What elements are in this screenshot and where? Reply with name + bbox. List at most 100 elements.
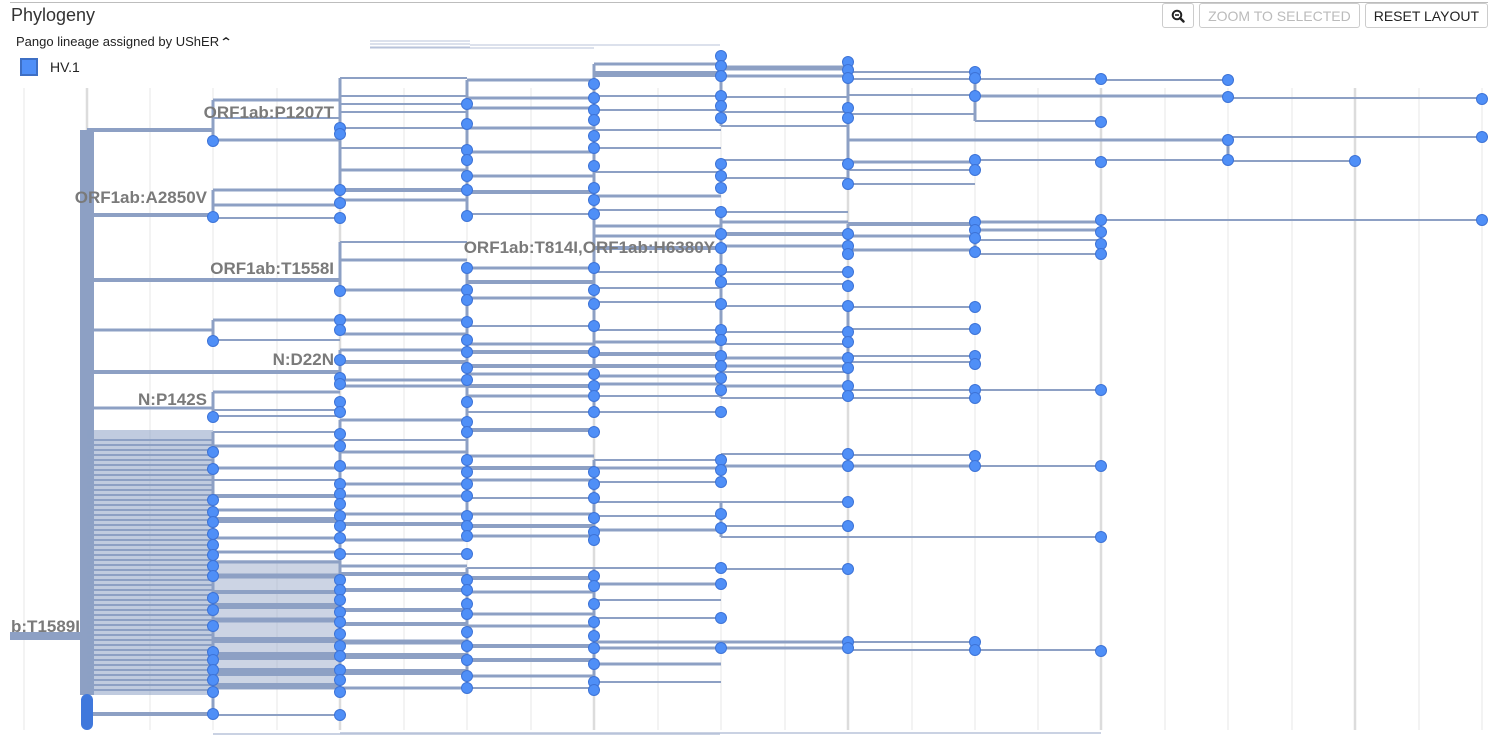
tree-node[interactable] — [334, 324, 346, 336]
tree-node[interactable] — [334, 709, 346, 721]
tree-node[interactable] — [842, 112, 854, 124]
tree-node[interactable] — [715, 612, 727, 624]
tree-node[interactable] — [461, 598, 473, 610]
tree-node[interactable] — [461, 520, 473, 532]
tree-node[interactable] — [969, 154, 981, 166]
tree-node[interactable] — [842, 563, 854, 575]
tree-node[interactable] — [207, 335, 219, 347]
tree-node[interactable] — [715, 334, 727, 346]
tree-node[interactable] — [207, 549, 219, 561]
tree-node[interactable] — [334, 616, 346, 628]
tree-node[interactable] — [842, 102, 854, 114]
tree-node[interactable] — [842, 352, 854, 364]
tree-node[interactable] — [715, 562, 727, 574]
tree-node[interactable] — [715, 324, 727, 336]
tree-node[interactable] — [334, 488, 346, 500]
tree-node[interactable] — [207, 708, 219, 720]
tree-node[interactable] — [334, 478, 346, 490]
tree-node[interactable] — [588, 194, 600, 206]
tree-node[interactable] — [334, 378, 346, 390]
tree-node[interactable] — [334, 650, 346, 662]
tree-nodes[interactable] — [81, 50, 1488, 731]
tree-node[interactable] — [842, 448, 854, 460]
tree-node[interactable] — [588, 598, 600, 610]
tree-node[interactable] — [842, 300, 854, 312]
tree-node[interactable] — [588, 298, 600, 310]
tree-node[interactable] — [461, 466, 473, 478]
tree-node[interactable] — [1095, 645, 1107, 657]
legend-item-hv1[interactable]: HV.1 — [20, 58, 80, 76]
tree-node[interactable] — [588, 346, 600, 358]
tree-node[interactable] — [1222, 91, 1234, 103]
tree-node[interactable] — [588, 320, 600, 332]
tree-node[interactable] — [334, 184, 346, 196]
tree-node[interactable] — [461, 584, 473, 596]
tree-node[interactable] — [1095, 226, 1107, 238]
tree-node[interactable] — [842, 178, 854, 190]
tree-node[interactable] — [207, 494, 219, 506]
tree-node[interactable] — [1095, 248, 1107, 260]
tree-node[interactable] — [588, 684, 600, 696]
tree-node[interactable] — [715, 476, 727, 488]
tree-node[interactable] — [715, 298, 727, 310]
zoom-to-selected-button[interactable]: ZOOM TO SELECTED — [1199, 3, 1360, 28]
tree-node[interactable] — [715, 508, 727, 520]
tree-node[interactable] — [715, 228, 727, 240]
tree-node[interactable] — [461, 548, 473, 560]
tree-node[interactable] — [461, 334, 473, 346]
tree-node[interactable] — [207, 506, 219, 518]
tree-node[interactable] — [588, 78, 600, 90]
tree-node[interactable] — [334, 440, 346, 452]
tree-node[interactable] — [461, 396, 473, 408]
tree-node[interactable] — [334, 128, 346, 140]
tree-node[interactable] — [461, 670, 473, 682]
tree-node[interactable] — [207, 135, 219, 147]
tree-node[interactable] — [842, 460, 854, 472]
tree-node[interactable] — [207, 539, 219, 551]
tree-node[interactable] — [588, 104, 600, 116]
tree-node[interactable] — [715, 350, 727, 362]
tree-node[interactable] — [588, 130, 600, 142]
tree-node[interactable] — [461, 426, 473, 438]
tree-node[interactable] — [461, 510, 473, 522]
tree-node[interactable] — [715, 112, 727, 124]
tree-node[interactable] — [461, 654, 473, 666]
tree-node[interactable] — [461, 284, 473, 296]
tree-node[interactable] — [461, 608, 473, 620]
tree-node[interactable] — [842, 362, 854, 374]
tree-node[interactable] — [334, 686, 346, 698]
tree-node[interactable] — [588, 406, 600, 418]
tree-node[interactable] — [588, 570, 600, 582]
tree-node[interactable] — [588, 182, 600, 194]
tree-node[interactable] — [588, 466, 600, 478]
tree-node[interactable] — [207, 592, 219, 604]
tree-node[interactable] — [588, 368, 600, 380]
tree-node[interactable] — [588, 160, 600, 172]
tree-node[interactable] — [461, 454, 473, 466]
tree-node[interactable] — [461, 118, 473, 130]
tree-node[interactable] — [588, 208, 600, 220]
tree-node[interactable] — [842, 266, 854, 278]
tree-node[interactable] — [207, 211, 219, 223]
tree-node[interactable] — [715, 642, 727, 654]
tree-node[interactable] — [588, 284, 600, 296]
tree-node[interactable] — [588, 92, 600, 104]
tree-node[interactable] — [461, 98, 473, 110]
tree-node[interactable] — [1349, 155, 1361, 167]
tree-node[interactable] — [969, 323, 981, 335]
tree-node[interactable] — [334, 606, 346, 618]
tree-node[interactable] — [715, 454, 727, 466]
tree-node[interactable] — [1222, 74, 1234, 86]
tree-node[interactable] — [461, 490, 473, 502]
tree-node[interactable] — [842, 642, 854, 654]
tree-node[interactable] — [461, 416, 473, 428]
tree-node[interactable] — [1095, 116, 1107, 128]
tree-node[interactable] — [715, 578, 727, 590]
tree-node[interactable] — [715, 372, 727, 384]
tree-node[interactable] — [461, 626, 473, 638]
tree-node[interactable] — [461, 362, 473, 374]
tree-node[interactable] — [715, 522, 727, 534]
tree-node[interactable] — [842, 326, 854, 338]
tree-node[interactable] — [461, 682, 473, 694]
tree-node[interactable] — [1476, 131, 1488, 143]
